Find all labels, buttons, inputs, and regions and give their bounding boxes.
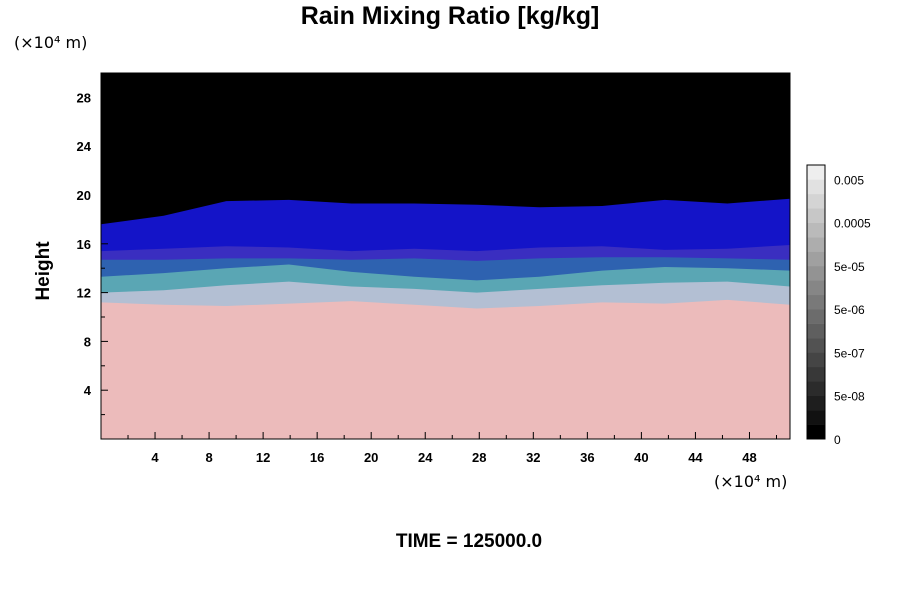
x-axis-unit: (×10⁴ m): [714, 472, 788, 491]
heatmap-layers: [101, 73, 790, 439]
colorbar-label: 0: [834, 433, 841, 447]
x-tick-label: 48: [742, 450, 756, 465]
x-tick-label: 20: [364, 450, 378, 465]
colorbar-segment: [807, 179, 825, 195]
colorbar-segment: [807, 251, 825, 267]
colorbar-segment: [807, 208, 825, 223]
y-tick-label: 12: [77, 286, 91, 301]
colorbar-frame: [806, 164, 826, 440]
layer-pink: [101, 299, 790, 439]
x-tick-label: 16: [310, 450, 324, 465]
y-tick-label: 16: [77, 237, 91, 252]
colorbar-segment: [807, 424, 825, 440]
x-tick-label: 4: [151, 450, 159, 465]
x-tick-label: 44: [688, 450, 703, 465]
colorbar-label: 5e-05: [834, 260, 865, 274]
colorbar-label: 0.0005: [834, 217, 871, 231]
colorbar: 0.005 0.0005 5e-05 5e-06 5e-07 5e-08 0: [806, 164, 871, 447]
colorbar-segment: [807, 395, 825, 411]
colorbar-segment: [807, 280, 825, 296]
x-tick-label: 24: [418, 450, 433, 465]
x-tick-label: 36: [580, 450, 594, 465]
colorbar-label: 5e-08: [834, 390, 865, 404]
y-tick-label: 28: [77, 90, 91, 105]
y-tick-label: 8: [84, 334, 91, 349]
x-tick-label: 40: [634, 450, 648, 465]
x-axis: 4 8 12 16 20 24 28 32 36 40 44 48: [127, 432, 777, 465]
colorbar-segment: [807, 338, 825, 353]
colorbar-segment: [807, 323, 825, 339]
y-axis: 4 8 12 16 20 24 28: [77, 72, 108, 416]
colorbar-segment: [807, 352, 825, 368]
colorbar-segment: [807, 222, 825, 238]
colorbar-segment: [807, 165, 825, 180]
x-tick-label: 8: [205, 450, 212, 465]
colorbar-segment: [807, 265, 825, 281]
colorbar-segment: [807, 193, 825, 209]
colorbar-segment: [807, 237, 825, 252]
chart-title: Rain Mixing Ratio [kg/kg]: [300, 2, 600, 30]
colorbar-segment: [807, 410, 825, 425]
y-tick-label: 4: [84, 383, 92, 398]
colorbar-segment: [807, 381, 825, 397]
x-tick-label: 12: [256, 450, 270, 465]
colorbar-segment: [807, 366, 825, 382]
colorbar-segment: [807, 309, 825, 324]
plot-frame: [100, 72, 791, 440]
colorbar-label: 5e-07: [834, 346, 865, 360]
colorbar-label: 5e-06: [834, 303, 865, 317]
y-axis-unit: (×10⁴ m): [14, 33, 88, 52]
time-label: TIME = 125000.0: [395, 531, 543, 552]
y-tick-label: 20: [77, 188, 91, 203]
colorbar-segment: [807, 294, 825, 310]
x-tick-label: 32: [526, 450, 540, 465]
x-tick-label: 28: [472, 450, 486, 465]
y-tick-label: 24: [77, 139, 92, 154]
colorbar-label: 0.005: [834, 173, 864, 187]
